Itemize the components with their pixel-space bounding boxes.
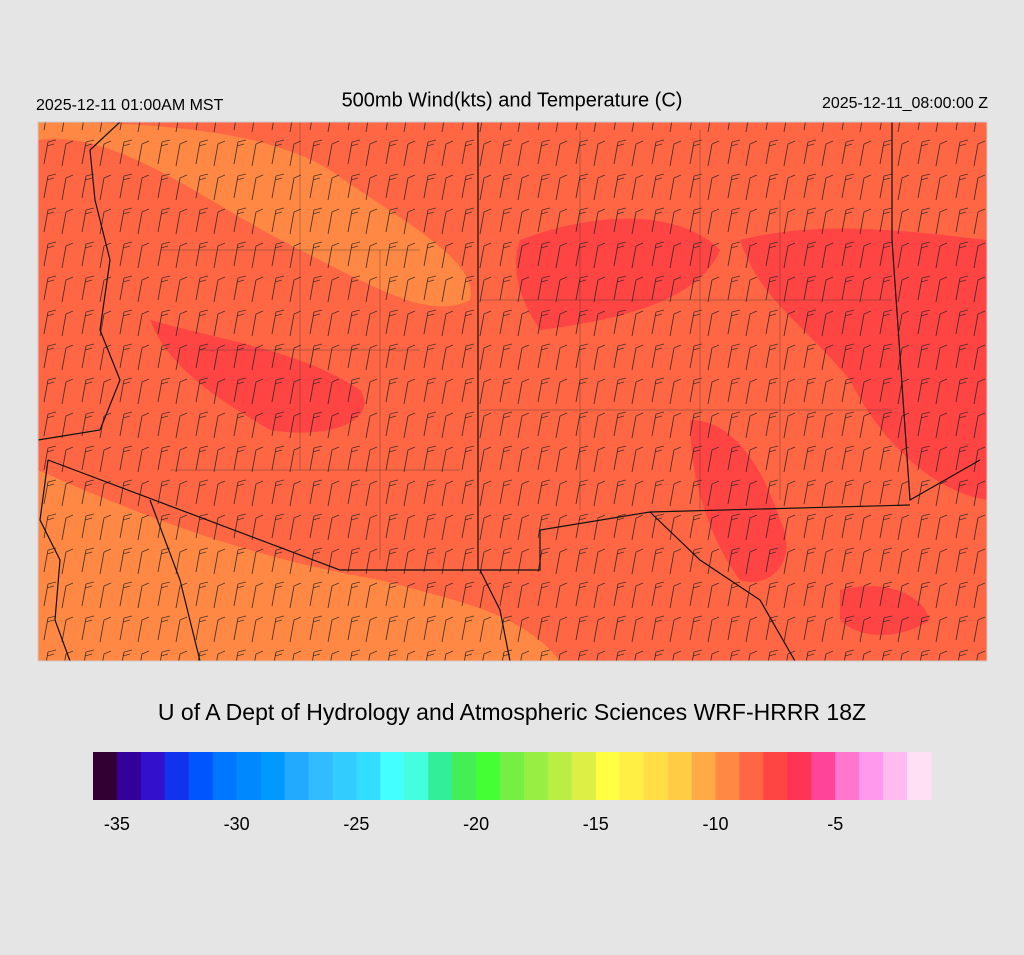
colorbar-swatch [811,752,836,800]
colorbar-swatch [284,752,309,800]
colorbar-swatch [260,752,286,800]
colorbar-swatch [883,752,908,800]
colorbar-swatch [116,752,142,800]
colorbar-swatch [571,752,597,800]
colorbar-tick-label: -15 [583,814,609,834]
colorbar-swatch [404,752,429,800]
colorbar-swatch [356,752,381,800]
colorbar-swatch [691,752,717,800]
valid-time: 2025-12-11_08:00:00 Z [822,95,988,112]
colorbar-tick-label: -20 [463,814,489,834]
colorbar-swatch [643,752,669,800]
map [38,122,987,661]
colorbar-swatch [907,752,932,800]
colorbar-tick-label: -30 [224,814,250,834]
colorbar: -35 -30 -25 -20 -15 -10 -5 [93,752,932,834]
colorbar-tick-label: -10 [703,814,729,834]
colorbar-swatch [739,752,764,800]
colorbar-swatch [523,752,549,800]
title: 500mb Wind(kts) and Temperature (C) [342,89,683,111]
credit: U of A Dept of Hydrology and Atmospheric… [158,699,866,725]
colorbar-swatch [212,752,238,800]
colorbar-swatch [763,752,788,800]
colorbar-tick-label: -25 [343,814,369,834]
colorbar-swatch [835,752,860,800]
colorbar-swatch [380,752,405,800]
county-lines [160,122,892,560]
colorbar-swatch [236,752,262,800]
colorbar-swatch [140,752,166,800]
colorbar-swatch [715,752,740,800]
colorbar-swatch [428,752,453,800]
wind-barbs [38,122,987,661]
colorbar-swatch [188,752,214,800]
colorbar-swatch [93,752,118,800]
colorbar-swatch [619,752,645,800]
colorbar-swatch [476,752,501,800]
borders [38,122,981,661]
colorbar-swatch [164,752,190,800]
colorbar-tick-label: -5 [827,814,843,834]
colorbar-swatch [332,752,357,800]
colorbar-swatch [667,752,693,800]
colorbar-swatch [859,752,884,800]
colorbar-swatch [787,752,812,800]
colorbar-swatch [547,752,573,800]
map-frame [37,121,988,662]
colorbar-swatch [452,752,477,800]
colorbar-tick-label: -35 [104,814,130,834]
colorbar-swatch [308,752,333,800]
colorbar-swatch [595,752,621,800]
local-time: 2025-12-11 01:00AM MST [36,97,224,114]
colorbar-swatch [500,752,525,800]
